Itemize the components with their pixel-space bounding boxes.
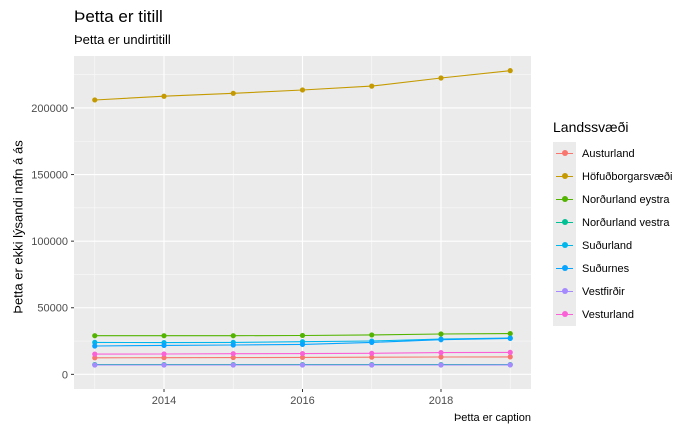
legend-key-dot xyxy=(562,288,568,294)
legend-item: Suðurnes xyxy=(553,257,673,280)
legend-key-dot xyxy=(562,311,568,317)
legend-key xyxy=(553,165,576,188)
data-point xyxy=(92,97,98,103)
data-point xyxy=(369,332,375,338)
legend-item: Austurland xyxy=(553,142,673,165)
legend-item: Vesturland xyxy=(553,303,673,326)
data-point xyxy=(161,355,167,361)
data-point xyxy=(161,351,167,357)
data-point xyxy=(507,349,513,355)
data-point xyxy=(369,83,375,89)
data-point xyxy=(438,350,444,356)
data-point xyxy=(299,362,306,368)
data-point xyxy=(507,354,513,360)
data-point xyxy=(299,87,306,93)
x-tick-label: 2018 xyxy=(429,395,453,407)
legend-label: Suðurnes xyxy=(582,262,630,275)
legend-key xyxy=(553,280,576,303)
data-point xyxy=(369,362,375,368)
legend-key xyxy=(553,303,576,326)
chart-caption: Þetta er caption xyxy=(453,412,531,424)
legend-item: Norðurland vestra xyxy=(553,211,673,234)
y-tick-label: 200000 xyxy=(31,103,68,115)
grid-lines xyxy=(74,56,531,389)
legend: Landssvæði Austurland Höfuðborgarsvæði Nor… xyxy=(553,118,673,326)
legend-key-dot xyxy=(562,265,568,271)
y-tick-label: 0 xyxy=(62,369,68,381)
data-point xyxy=(438,362,444,368)
legend-label: Vesturland xyxy=(582,308,634,321)
legend-item: Höfuðborgarsvæði xyxy=(553,165,673,188)
data-point xyxy=(438,75,444,81)
x-tick-label: 2014 xyxy=(152,395,176,407)
data-point xyxy=(438,354,444,360)
legend-key xyxy=(553,234,576,257)
legend-key xyxy=(553,257,576,280)
y-tick-label: 150000 xyxy=(31,170,68,182)
data-point xyxy=(161,362,167,368)
data-point xyxy=(299,332,306,339)
data-point xyxy=(369,350,375,356)
legend-key-dot xyxy=(562,173,568,179)
data-point xyxy=(369,339,375,345)
legend-items: Austurland Höfuðborgarsvæði Norðurland eys… xyxy=(553,142,673,326)
data-point xyxy=(92,343,98,349)
data-point xyxy=(230,354,236,361)
legend-title: Landssvæði xyxy=(553,119,629,135)
legend-label: Norðurland vestra xyxy=(582,216,670,229)
data-point xyxy=(507,68,513,74)
data-point xyxy=(230,351,236,357)
legend-label: Vestfirðir xyxy=(582,285,625,298)
data-point xyxy=(507,362,513,368)
chart-subtitle: Þetta er undirtitill xyxy=(74,32,171,47)
legend-key xyxy=(553,188,576,211)
legend-key-dot xyxy=(562,242,568,248)
data-point xyxy=(299,354,306,361)
x-tick-label: 2016 xyxy=(290,395,314,407)
legend-key xyxy=(553,211,576,234)
data-point xyxy=(230,362,236,368)
legend-key-dot xyxy=(562,219,568,225)
data-point xyxy=(369,354,375,360)
legend-key-dot xyxy=(562,196,568,202)
data-point xyxy=(92,339,98,345)
data-point xyxy=(161,333,167,339)
legend-label: Austurland xyxy=(582,147,635,160)
legend-label: Norðurland eystra xyxy=(582,193,670,206)
data-point xyxy=(92,351,98,357)
data-point xyxy=(507,335,513,341)
legend-key-dot xyxy=(562,150,568,156)
data-point xyxy=(299,341,306,347)
chart-title: Þetta er titill xyxy=(74,7,163,26)
axes: 0 50000 100000 150000 200000 2014 2016 2018 xyxy=(31,103,453,407)
series-group xyxy=(92,68,513,368)
legend-key xyxy=(553,142,576,165)
legend-label: Suðurland xyxy=(582,239,633,252)
data-point xyxy=(438,331,444,337)
legend-item: Vestfirðir xyxy=(553,280,673,303)
data-point xyxy=(92,362,98,368)
data-point xyxy=(230,90,236,96)
data-point xyxy=(161,93,167,99)
data-point xyxy=(230,333,236,339)
data-point xyxy=(92,333,98,339)
data-point xyxy=(438,337,444,343)
legend-label: Höfuðborgarsvæði xyxy=(582,170,673,183)
y-tick-label: 100000 xyxy=(31,236,68,248)
data-point xyxy=(92,355,98,361)
y-tick-label: 50000 xyxy=(37,303,68,315)
data-point xyxy=(161,342,167,349)
legend-item: Norðurland eystra xyxy=(553,188,673,211)
data-point xyxy=(507,330,513,337)
data-point xyxy=(230,342,236,348)
legend-item: Suðurland xyxy=(553,234,673,257)
data-point xyxy=(299,350,306,357)
